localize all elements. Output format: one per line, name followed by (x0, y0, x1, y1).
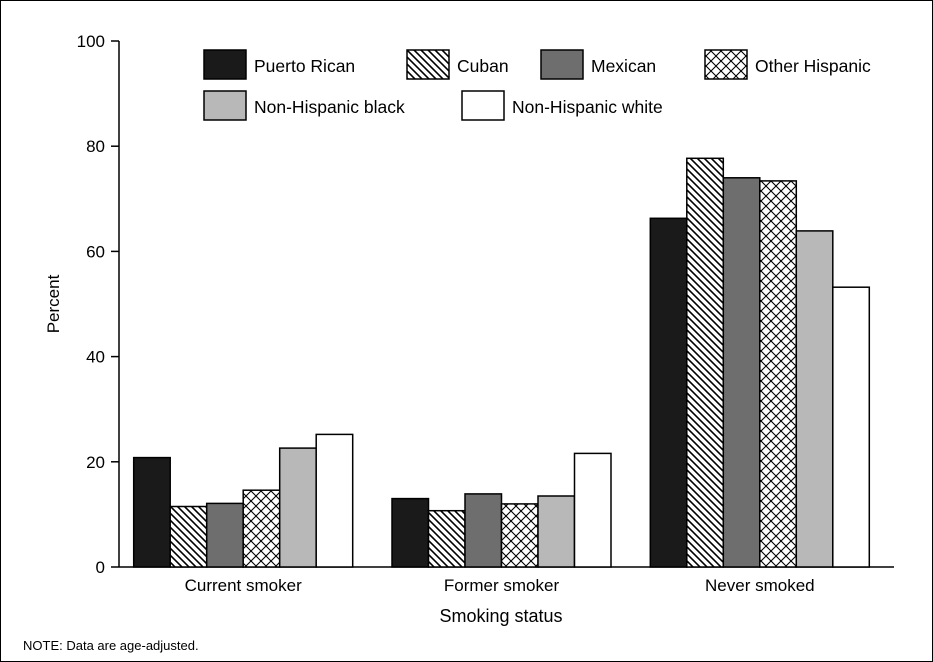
legend-label: Other Hispanic (755, 56, 871, 76)
y-axis-label: Percent (44, 274, 63, 333)
legend-item: Cuban (406, 49, 509, 80)
y-tick-label: 60 (86, 242, 105, 261)
legend: Puerto Rican Cuban Mexican Other Hispanic No… (203, 49, 871, 121)
bar-puerto-rican (649, 217, 688, 568)
bar-non-hispanic-black (278, 447, 317, 568)
y-tick-label: 20 (86, 453, 105, 472)
legend-item: Non-Hispanic white (461, 90, 663, 121)
y-tick-label: 80 (86, 137, 105, 156)
legend-label: Cuban (457, 56, 509, 76)
bar-mexican (722, 177, 761, 568)
bar-non-hispanic-black (795, 230, 834, 568)
legend-item: Other Hispanic (704, 49, 871, 80)
legend-label: Non-Hispanic white (512, 97, 663, 117)
bar-other-hispanic (500, 503, 539, 568)
x-tick-label: Former smoker (444, 576, 560, 595)
legend-item: Puerto Rican (203, 49, 355, 80)
bar-group-former-smoker (391, 452, 612, 568)
bar-group-never-smoked (649, 157, 871, 568)
legend-swatch (406, 49, 450, 80)
y-tick-label: 0 (96, 558, 105, 577)
legend-item: Mexican (540, 49, 656, 80)
bars (132, 157, 871, 568)
bar-mexican (464, 493, 503, 568)
bar-non-hispanic-white (315, 433, 354, 568)
bar-non-hispanic-black (537, 495, 576, 568)
bar-puerto-rican (132, 456, 171, 568)
legend-swatch (540, 49, 584, 80)
x-tick-label: Current smoker (185, 576, 302, 595)
bar-mexican (205, 502, 244, 568)
bar-non-hispanic-white (832, 286, 871, 568)
bar-other-hispanic (759, 180, 798, 568)
bar-puerto-rican (391, 497, 430, 568)
legend-label: Non-Hispanic black (254, 97, 405, 117)
legend-swatch (461, 90, 505, 121)
legend-swatch (203, 49, 247, 80)
bar-group-current-smoker (132, 433, 354, 568)
y-tick-label: 40 (86, 348, 105, 367)
legend-label: Puerto Rican (254, 56, 355, 76)
legend-label: Mexican (591, 56, 656, 76)
x-tick-label: Never smoked (705, 576, 815, 595)
legend-item: Non-Hispanic black (203, 90, 405, 121)
legend-swatch (704, 49, 748, 80)
axes: 0 20 40 60 80 100 Percent Smoking status Current… (44, 32, 894, 626)
bar-cuban (427, 509, 466, 568)
bar-non-hispanic-white (573, 452, 612, 568)
bar-cuban (169, 505, 208, 568)
bar-cuban (686, 157, 725, 568)
bar-other-hispanic (242, 489, 281, 568)
legend-swatch (203, 90, 247, 121)
y-tick-label: 100 (77, 32, 105, 51)
chart-note: NOTE: Data are age-adjusted. (23, 638, 199, 653)
x-axis-label: Smoking status (439, 606, 562, 626)
